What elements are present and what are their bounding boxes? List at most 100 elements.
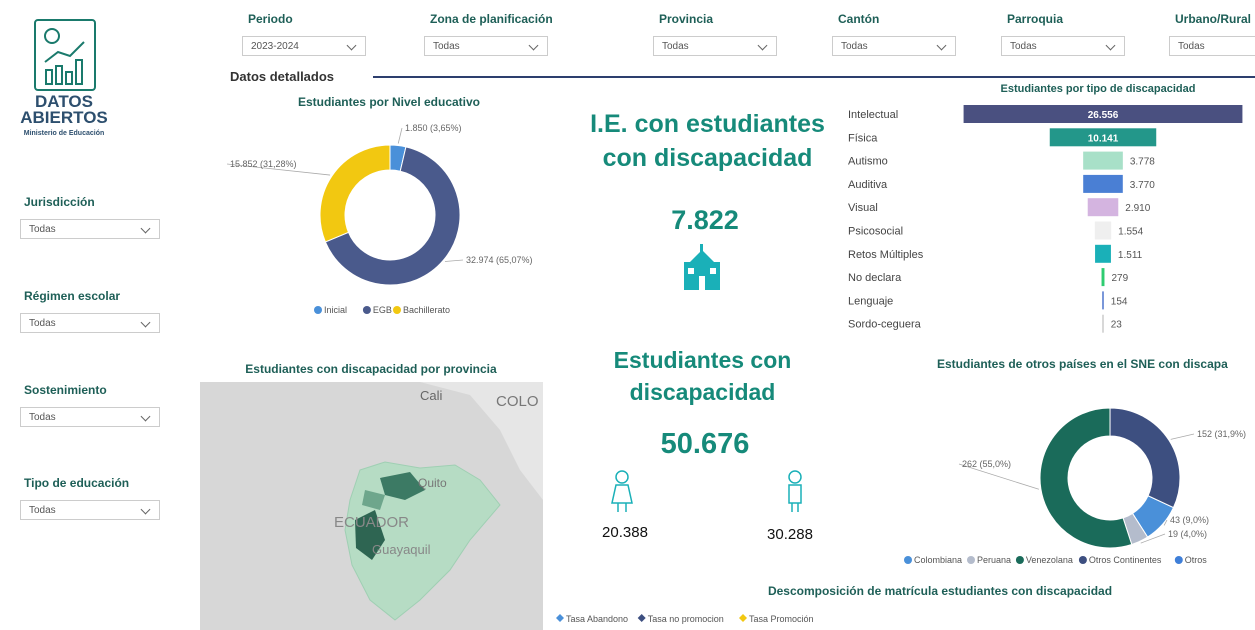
legend-marker <box>739 614 747 622</box>
bar <box>1102 291 1104 310</box>
male-icon <box>788 470 802 512</box>
map-country <box>344 461 501 621</box>
legend-label: Otros <box>1185 555 1208 565</box>
legend-label: Colombiana <box>914 555 962 565</box>
logo-subtitle: Ministerio de Educación <box>24 130 105 137</box>
legend-label: Peruana <box>977 555 1011 565</box>
data-label: 2.910 <box>1125 203 1150 214</box>
legend-label: Venezolana <box>1026 555 1073 565</box>
filter-dropdown[interactable]: Todas <box>424 36 548 56</box>
bar <box>963 105 1243 123</box>
data-label: 19 (4,0%) <box>1168 529 1207 539</box>
leader-line <box>1163 519 1168 526</box>
filter-label: Urbano/Rural <box>1175 12 1252 26</box>
y-tick-label: Física <box>848 132 878 144</box>
leader-line <box>397 127 403 144</box>
filter-dropdown[interactable]: Todas <box>20 500 160 520</box>
data-label: 279 <box>1111 273 1128 284</box>
legend-label: Bachillerato <box>403 305 450 315</box>
map-label: COLO <box>496 393 539 410</box>
legend-label: EGB <box>373 305 392 315</box>
data-label: 262 (55,0%) <box>962 459 1011 469</box>
leader-line <box>958 463 1040 490</box>
filter-label: Provincia <box>659 12 714 26</box>
filter-dropdown[interactable]: Todas <box>1169 36 1255 56</box>
y-tick-label: Auditiva <box>848 179 888 191</box>
chart-title: Descomposición de matrícula estudiantes … <box>768 584 1112 598</box>
bar <box>1094 221 1112 240</box>
map-label: ECUADOR <box>334 514 409 531</box>
logo-text: DATOS <box>35 92 93 111</box>
legend-marker <box>637 614 646 622</box>
bar <box>1102 314 1104 333</box>
legend-label: Otros Continentes <box>1089 555 1162 565</box>
data-label: 15.852 (31,28%) <box>230 159 297 169</box>
chart-title: Estudiantes por Nivel educativo <box>298 95 480 109</box>
legend-marker <box>314 306 322 314</box>
map-province <box>362 490 385 510</box>
data-label: 1.850 (3,65%) <box>405 123 462 133</box>
kpi-male: 30.288 <box>767 526 813 543</box>
map-label: Cali <box>420 388 443 403</box>
leader-line <box>226 163 331 176</box>
filter-dropdown[interactable]: Todas <box>20 313 160 333</box>
y-tick-label: No declara <box>848 272 902 284</box>
filter-label: Régimen escolar <box>24 289 121 303</box>
legend-label: Tasa Promoción <box>749 614 814 624</box>
data-label: 3.778 <box>1130 157 1155 168</box>
filter-label: Zona de planificación <box>430 12 553 26</box>
logo-text: ABIERTOS <box>20 108 108 127</box>
bar <box>1101 268 1105 287</box>
bar <box>1095 244 1111 263</box>
data-label: 3.770 <box>1130 180 1155 191</box>
filter-label: Cantón <box>838 12 880 26</box>
legend-label: Tasa no promocion <box>648 614 724 624</box>
filter-label: Tipo de educación <box>24 476 130 490</box>
data-label: 32.974 (65,07%) <box>466 255 533 265</box>
donut-slice <box>319 144 391 243</box>
kpi-value: 50.676 <box>660 428 750 460</box>
donut-slice <box>1039 407 1133 549</box>
y-tick-label: Autismo <box>848 156 888 168</box>
data-label: 23 <box>1111 320 1123 331</box>
data-label: 152 (31,9%) <box>1197 429 1246 439</box>
kpi-value: 7.822 <box>671 205 739 235</box>
y-tick-label: Sordo-ceguera <box>848 319 922 331</box>
filter-dropdown[interactable]: 2023-2024 <box>242 36 366 56</box>
legend-marker <box>393 306 401 314</box>
filter-dropdown[interactable]: Todas <box>653 36 777 56</box>
y-tick-label: Visual <box>848 202 878 214</box>
legend-marker <box>967 556 975 564</box>
tab[interactable]: Datos detallados <box>230 69 334 84</box>
chart-title: Estudiantes de otros países en el SNE co… <box>937 357 1228 371</box>
filter-label: Periodo <box>248 12 293 26</box>
y-tick-label: Retos Múltiples <box>848 249 924 261</box>
bar <box>1083 151 1123 170</box>
data-label: 10.141 <box>1088 133 1119 144</box>
filter-dropdown[interactable]: Todas <box>832 36 956 56</box>
filter-dropdown[interactable]: Todas <box>20 219 160 239</box>
data-label: 1.554 <box>1118 227 1143 238</box>
kpi-title: I.E. con estudiantes con discapacidad <box>590 110 825 172</box>
legend-label: Inicial <box>324 305 347 315</box>
legend-marker <box>1078 556 1087 564</box>
leader-line <box>1140 533 1166 544</box>
data-label: 1.511 <box>1118 250 1143 261</box>
filter-dropdown[interactable]: Todas <box>1001 36 1125 56</box>
donut-slice <box>1109 407 1181 509</box>
map-label: Quito <box>418 476 447 490</box>
bar <box>1083 174 1123 193</box>
filter-dropdown[interactable]: Todas <box>20 407 160 427</box>
map-land <box>420 382 543 500</box>
school-icon-windows <box>688 268 716 290</box>
legend-label: Tasa Abandono <box>566 614 628 624</box>
legend-marker <box>1174 556 1183 564</box>
map-label: Guayaquil <box>372 542 431 557</box>
filter-label: Parroquia <box>1007 12 1064 26</box>
map-title: Estudiantes con discapacidad por provinc… <box>245 362 497 376</box>
leader-line <box>444 259 464 262</box>
filter-label: Sostenimiento <box>24 383 107 397</box>
y-tick-label: Psicosocial <box>848 226 903 238</box>
